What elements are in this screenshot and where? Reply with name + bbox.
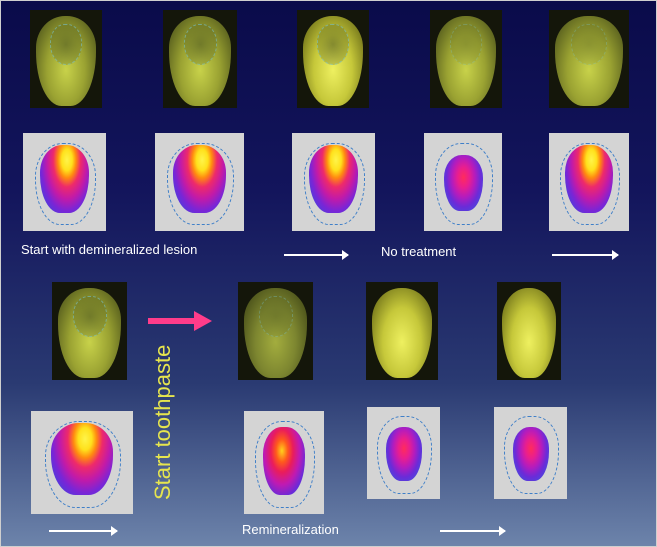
fluorescence-map-8 bbox=[367, 407, 440, 499]
tooth-photo-9 bbox=[497, 282, 561, 380]
fluorescence-map-2 bbox=[155, 133, 244, 231]
timeline-arrow-2 bbox=[552, 250, 619, 260]
fluorescence-map-6 bbox=[31, 411, 133, 514]
tooth-photo-1 bbox=[30, 10, 102, 108]
caption-no-treatment: No treatment bbox=[381, 244, 457, 259]
fluorescence-map-5 bbox=[549, 133, 629, 231]
fluorescence-map-1 bbox=[23, 133, 106, 231]
label-start-toothpaste: Start toothpaste bbox=[150, 344, 175, 500]
fluorescence-map-7 bbox=[244, 411, 324, 514]
tooth-photo-2 bbox=[163, 10, 237, 108]
tooth-photo-7 bbox=[238, 282, 313, 380]
fluorescence-map-9 bbox=[494, 407, 567, 499]
tooth-photo-3 bbox=[297, 10, 369, 108]
caption-remineralization: Remineralization bbox=[242, 522, 339, 537]
timeline-arrow-1 bbox=[284, 250, 349, 260]
tooth-photo-6 bbox=[52, 282, 127, 380]
tooth-photo-8 bbox=[366, 282, 438, 380]
fluorescence-map-3 bbox=[292, 133, 375, 231]
timeline-arrow-4 bbox=[440, 526, 506, 536]
timeline-arrow-3 bbox=[49, 526, 118, 536]
fluorescence-map-4 bbox=[424, 133, 502, 231]
treatment-start-arrow bbox=[148, 311, 212, 331]
caption-start-lesion: Start with demineralized lesion bbox=[21, 242, 198, 257]
tooth-photo-4 bbox=[430, 10, 502, 108]
tooth-photo-5 bbox=[549, 10, 629, 108]
